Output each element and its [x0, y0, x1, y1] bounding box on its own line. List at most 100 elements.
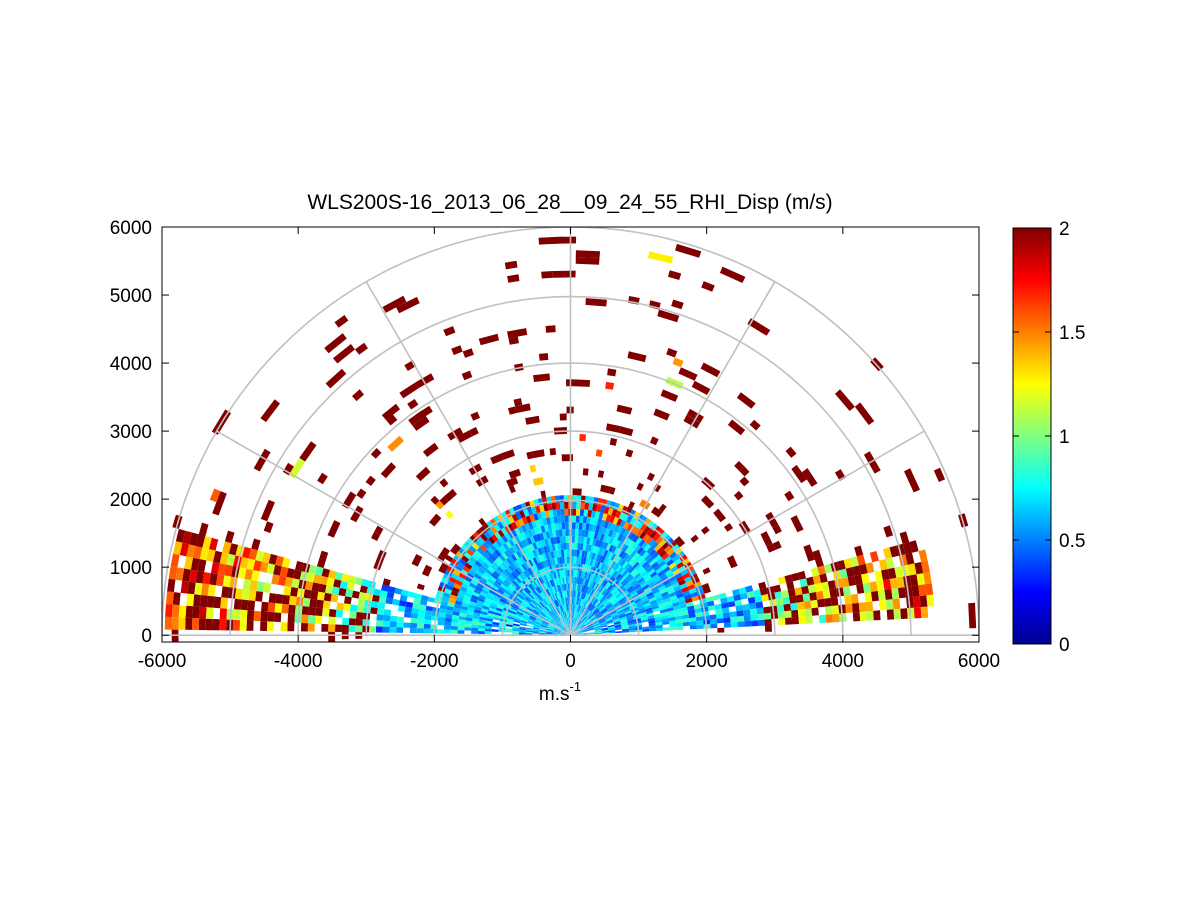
radar-cell-799	[611, 570, 618, 578]
radar-cell-270	[799, 578, 808, 588]
radar-cell-883	[594, 583, 600, 591]
radar-cell-1509	[566, 625, 569, 632]
radar-cell-2331	[271, 574, 280, 585]
radar-cell-542	[659, 573, 667, 580]
radar-cell-1544	[537, 562, 543, 570]
radar-cell-1028	[605, 514, 612, 522]
radar-cell-2158	[316, 550, 329, 569]
colorbar-tick-label-3: 1.5	[1059, 323, 1085, 344]
radar-cell-1887	[471, 553, 480, 561]
radar-cell-1093	[585, 557, 589, 565]
radar-cell-1830	[547, 613, 553, 619]
radar-cell-823	[617, 557, 624, 565]
radar-cell-1720	[529, 583, 536, 590]
radar-cell-1011	[571, 624, 574, 632]
radar-cell-912	[611, 545, 617, 554]
radar-cell-1648	[549, 602, 555, 610]
radar-cell-1832	[537, 604, 544, 610]
radar-cell-243	[594, 627, 602, 631]
radar-cell-1198	[572, 583, 575, 591]
radar-cell-1923	[505, 587, 513, 594]
radar-cell-1777	[480, 534, 489, 542]
radar-cell-2368	[370, 600, 379, 609]
radar-cell-603	[632, 581, 639, 588]
radar-cell-2385	[222, 575, 231, 588]
radar-cell-365	[664, 600, 672, 606]
radar-cell-1154	[573, 597, 576, 605]
radar-cell-1115	[582, 557, 587, 565]
radar-cell-1333	[566, 604, 568, 611]
radar-cell-1529	[508, 485, 516, 494]
radar-cell-2404	[485, 623, 493, 627]
radar-cell-60	[669, 623, 677, 628]
radar-cell-1411	[550, 551, 555, 559]
radar-cell-2075	[535, 619, 542, 624]
radar-cell-994	[580, 599, 584, 606]
radar-cell-2087	[459, 586, 468, 593]
radar-cell-1530	[490, 453, 504, 465]
radar-cell-223	[801, 585, 810, 595]
radar-cell-578	[611, 600, 619, 606]
radar-cell-919	[646, 472, 655, 482]
radar-cell-283	[905, 552, 915, 565]
radar-cell-1508	[462, 348, 474, 358]
radar-cell-438	[933, 467, 946, 482]
radar-cell-2469	[383, 614, 391, 622]
radar-cell-441	[586, 624, 593, 628]
radar-cell-844	[618, 550, 625, 558]
radar-cell-1699	[523, 570, 529, 578]
radar-cell-743	[652, 533, 661, 542]
radar-cell-164	[722, 607, 730, 614]
radar-cell-1612	[521, 547, 527, 555]
radar-cell-2141	[534, 622, 541, 626]
radar-cell-1470	[555, 592, 560, 600]
radar-cell-277	[852, 565, 862, 576]
radar-cell-874	[683, 414, 701, 429]
radar-cell-2258	[413, 598, 421, 605]
radar-cell-1132	[575, 590, 579, 598]
radar-cell-646	[608, 595, 615, 602]
radar-cell-1007	[609, 515, 616, 524]
radar-cell-1059	[573, 618, 576, 625]
radar-cell-1168	[584, 502, 590, 510]
radar-cell-1966	[503, 592, 511, 598]
radar-cell-2339	[197, 559, 207, 572]
radar-cell-1889	[460, 544, 469, 552]
radar-cell-449	[635, 600, 643, 606]
radar-cell-2410	[444, 617, 452, 623]
radar-cell-673	[632, 570, 639, 578]
radar-cell-620	[599, 606, 606, 612]
radar-cell-1702	[510, 554, 518, 562]
radar-cell-407	[656, 597, 664, 603]
radar-cell-1615	[510, 529, 518, 538]
radar-cell-770	[581, 615, 586, 622]
radar-cell-697	[639, 558, 647, 566]
radar-cell-493	[633, 596, 641, 602]
radar-cell-87	[858, 602, 867, 612]
radar-cell-2043	[462, 579, 471, 586]
radar-cell-280	[878, 559, 888, 571]
radar-cell-1110	[577, 591, 580, 598]
radar-cell-353	[587, 627, 594, 630]
radar-cell-305	[732, 588, 740, 596]
radar-cell-1167	[583, 509, 589, 517]
radar-cell-1012	[573, 618, 577, 625]
radar-cell-1312	[565, 590, 568, 598]
radar-cell-2039	[487, 592, 495, 598]
radar-cell-1707	[490, 526, 498, 535]
radar-cell-2473	[349, 611, 357, 619]
radar-cell-936	[616, 526, 623, 534]
radar-cell-872	[639, 499, 651, 510]
radar-cell-327	[574, 632, 581, 635]
radar-cell-1400	[567, 624, 570, 632]
radar-cell-595	[589, 615, 596, 621]
radar-cell-147	[594, 629, 602, 632]
radar-cell-1775	[489, 544, 497, 552]
radar-cell-1884	[487, 566, 495, 574]
radar-cell-1260	[552, 270, 576, 278]
radar-cell-174	[802, 593, 811, 602]
radar-cell-2093	[560, 631, 567, 634]
radar-cell-731	[599, 595, 606, 602]
radar-cell-611	[674, 547, 683, 555]
radar-cell-606	[648, 568, 656, 576]
